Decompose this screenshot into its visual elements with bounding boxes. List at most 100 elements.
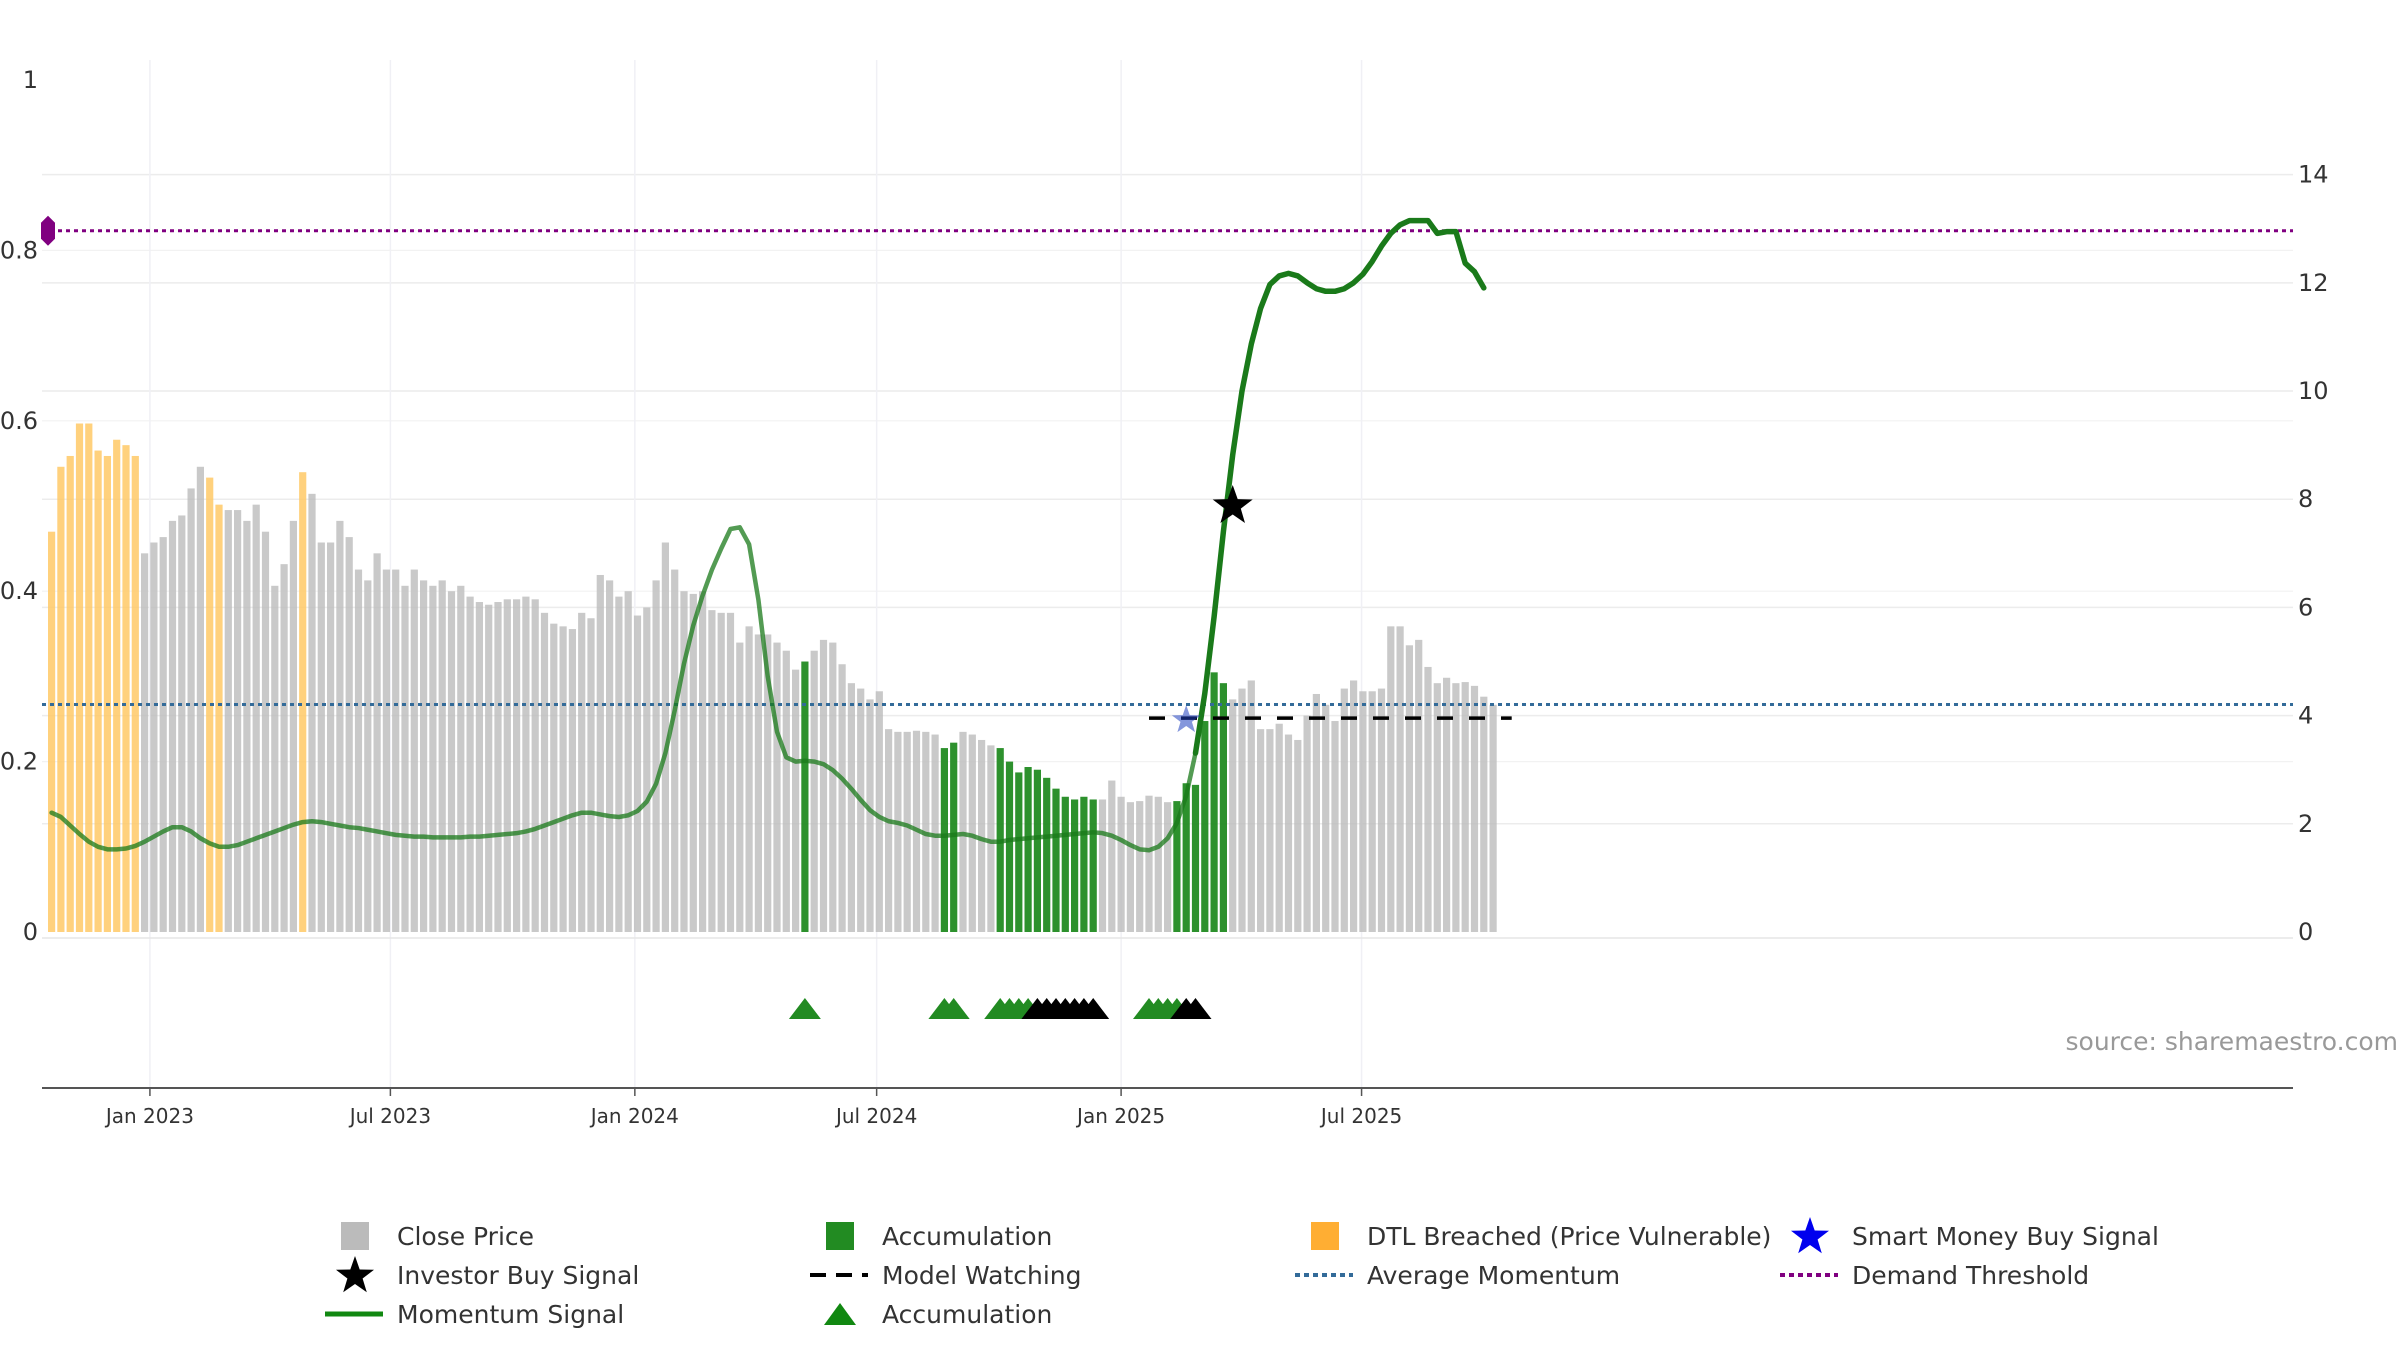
- legend-item: Momentum Signal: [325, 1300, 624, 1329]
- close-price-bar: [1164, 802, 1172, 932]
- close-price-bar: [178, 515, 186, 932]
- close-price-bar: [773, 642, 781, 932]
- close-price-bar: [308, 493, 316, 932]
- legend-label: Close Price: [397, 1222, 534, 1251]
- legend-item: Smart Money Buy Signal: [1791, 1217, 2159, 1254]
- close-price-bar: [373, 553, 381, 932]
- close-price-bar: [1387, 626, 1395, 932]
- legend-accumulation-triangle: [824, 1303, 856, 1325]
- close-price-bar: [931, 734, 939, 932]
- accumulation-bar: [1191, 784, 1200, 932]
- smart-money-buy-signal-star: [1171, 705, 1201, 733]
- close-price-bar: [792, 669, 800, 932]
- close-price-bar: [782, 650, 790, 932]
- close-price-bar: [364, 580, 372, 932]
- close-price-bar: [1443, 677, 1451, 932]
- close-price-bar: [1433, 683, 1441, 932]
- legend: Close Price Accumulation DTL Breached (Pri…: [325, 1217, 2159, 1329]
- legend-close-price-swatch: [341, 1222, 369, 1250]
- accumulation-triangle: [937, 998, 970, 1019]
- dtl-breached-bar: [94, 450, 102, 932]
- close-price-bar: [764, 634, 772, 932]
- dtl-breached-bar: [75, 423, 84, 932]
- close-price-bar: [234, 510, 242, 932]
- dtl-breached-bar: [113, 439, 121, 932]
- dtl-breached-bar: [57, 466, 65, 932]
- close-price-bar: [866, 699, 874, 932]
- x-tick-label: Jul 2023: [348, 1104, 431, 1128]
- x-tick-label: Jul 2025: [1319, 1104, 1402, 1128]
- close-price-bar: [606, 580, 614, 932]
- close-price-bar: [271, 585, 279, 932]
- legend-investor-star-icon: [336, 1256, 374, 1293]
- legend-label: Average Momentum: [1367, 1261, 1620, 1290]
- close-price-bar: [885, 729, 893, 932]
- y-left-tick-label: 0: [23, 918, 38, 946]
- momentum-signal-line-recent: [1192, 217, 1487, 756]
- close-price-bar: [382, 569, 390, 932]
- accumulation-bar: [1173, 801, 1181, 932]
- legend-item: Close Price: [341, 1222, 534, 1251]
- legend-item: Investor Buy Signal: [336, 1256, 639, 1293]
- legend-accumulation-swatch: [826, 1222, 854, 1250]
- close-price-bar: [624, 591, 632, 932]
- close-price-bar: [150, 542, 158, 932]
- legend-label: Investor Buy Signal: [397, 1261, 639, 1290]
- close-price-bar: [1312, 693, 1320, 932]
- legend-label: Momentum Signal: [397, 1300, 624, 1329]
- y-right-tick-label: 2: [2298, 810, 2313, 838]
- y-axis-left-ticks: 0 0.2 0.4 0.6 0.8 1: [0, 66, 38, 946]
- accumulation-bar: [801, 661, 809, 932]
- source-label: source: sharemaestro.com: [2066, 1027, 2399, 1056]
- y-right-tick-label: 0: [2298, 918, 2313, 946]
- close-price-bar: [1257, 729, 1265, 932]
- close-price-bar: [410, 569, 418, 932]
- close-price-bar: [1303, 715, 1311, 932]
- close-price-bar: [838, 664, 846, 932]
- close-price-bar: [1377, 688, 1386, 932]
- close-price-bar: [643, 607, 651, 932]
- close-price-bar: [587, 618, 595, 932]
- close-price-bar: [187, 488, 195, 932]
- close-price-bar: [280, 564, 288, 932]
- legend-label: Accumulation: [882, 1222, 1052, 1251]
- dtl-breached-bar: [85, 423, 93, 932]
- close-price-bar: [754, 634, 762, 932]
- close-price-bar: [1108, 780, 1116, 932]
- close-price-bar: [1266, 729, 1274, 932]
- close-price-bar: [857, 688, 865, 932]
- y-right-tick-label: 14: [2298, 161, 2329, 189]
- close-price-bar: [168, 520, 177, 932]
- close-price-bar: [531, 599, 539, 932]
- close-price-bar: [503, 599, 511, 932]
- close-price-bar: [717, 612, 725, 932]
- close-price-bar: [829, 642, 837, 932]
- close-price-bar: [903, 731, 911, 932]
- x-tick-label: Jan 2024: [589, 1104, 679, 1128]
- accumulation-bar: [940, 748, 948, 932]
- close-price-bar: [680, 591, 688, 932]
- close-price-bar: [550, 623, 558, 932]
- close-price-bar: [568, 629, 576, 932]
- close-price-bar: [1470, 685, 1479, 932]
- close-price-bar: [1415, 639, 1423, 932]
- close-price-bar: [494, 602, 502, 932]
- legend-label: Model Watching: [882, 1261, 1082, 1290]
- close-price-bar: [1331, 721, 1339, 932]
- close-price-bar: [894, 731, 902, 932]
- close-price-bar: [289, 520, 297, 932]
- close-price-bar: [1452, 683, 1460, 932]
- accumulation-bar: [1071, 799, 1079, 932]
- close-price-bar: [1117, 796, 1125, 932]
- x-tick-label: Jan 2025: [1075, 1104, 1165, 1128]
- close-price-bar: [726, 612, 735, 932]
- accumulation-bar: [1210, 672, 1218, 932]
- legend-dtl-swatch: [1311, 1222, 1339, 1250]
- close-price-bar: [420, 580, 428, 932]
- close-price-bar: [1340, 688, 1348, 932]
- close-price-bar: [1145, 795, 1153, 932]
- close-price-bar: [1396, 626, 1404, 932]
- close-price-bar: [745, 626, 753, 932]
- close-price-bar: [513, 599, 521, 932]
